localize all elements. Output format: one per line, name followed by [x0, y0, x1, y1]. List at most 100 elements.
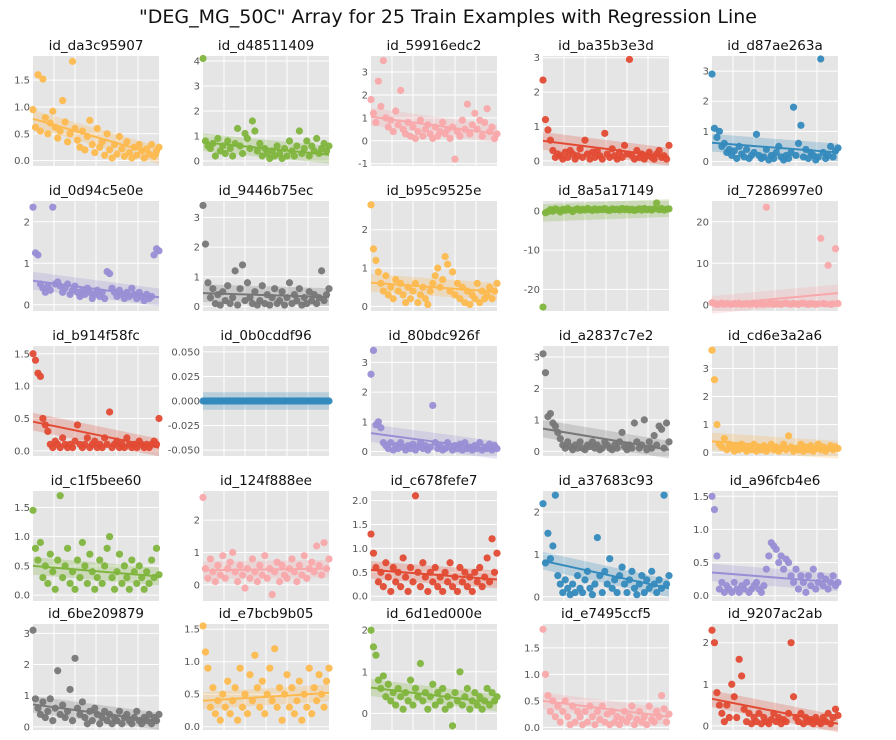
data-point: [140, 585, 148, 593]
subplot-title: id_7286997e0: [727, 183, 823, 199]
data-point: [91, 704, 99, 712]
data-point: [133, 151, 141, 159]
data-point: [476, 439, 484, 447]
data-point: [233, 716, 242, 724]
data-point: [54, 134, 62, 142]
data-point: [98, 138, 106, 146]
data-point: [630, 584, 639, 592]
data-point: [271, 645, 279, 653]
data-point: [59, 701, 67, 709]
data-point: [201, 565, 210, 573]
data-point: [59, 96, 67, 105]
subplot-title: id_a96fcb4e6: [730, 473, 821, 489]
data-point: [125, 148, 133, 157]
data-point: [31, 695, 40, 703]
data-point: [285, 279, 294, 287]
data-point: [490, 568, 499, 576]
data-point: [246, 574, 254, 582]
data-point: [784, 432, 793, 440]
data-point: [256, 561, 264, 570]
data-point: [424, 121, 432, 129]
data-point: [640, 713, 648, 721]
data-point: [419, 132, 427, 140]
data-point: [394, 121, 402, 129]
data-point: [399, 291, 407, 299]
data-point: [285, 137, 294, 145]
data-point: [313, 542, 321, 550]
data-point: [640, 416, 648, 424]
data-point: [662, 580, 671, 588]
data-point: [456, 295, 464, 303]
data-point: [377, 568, 385, 576]
data-point: [426, 693, 434, 701]
data-point: [556, 435, 564, 443]
data-point: [814, 153, 822, 161]
data-point: [73, 556, 82, 564]
data-point: [539, 350, 547, 358]
panel-23: 0 1 2 id_6d1ed000e: [362, 606, 501, 730]
data-point: [797, 121, 805, 129]
data-point: [775, 142, 783, 151]
data-point: [313, 697, 321, 705]
data-point: [436, 573, 444, 581]
y-tick-label: 3: [703, 364, 709, 375]
data-point: [478, 583, 486, 591]
data-point: [51, 704, 59, 712]
data-point: [564, 713, 572, 721]
data-point: [451, 155, 459, 163]
data-point: [98, 288, 106, 296]
data-point: [389, 688, 397, 697]
data-point: [419, 559, 427, 567]
data-point: [133, 579, 141, 588]
y-tick-label: 2: [362, 225, 368, 236]
data-point: [105, 408, 114, 416]
data-point: [461, 693, 469, 701]
y-tick-label: 0: [24, 300, 30, 311]
data-point: [325, 664, 333, 672]
data-point: [39, 75, 47, 83]
data-point: [645, 438, 653, 446]
data-point: [414, 693, 422, 701]
data-point: [451, 688, 459, 697]
data-point: [581, 136, 589, 144]
data-point: [598, 702, 606, 710]
data-point: [379, 56, 387, 65]
data-point: [409, 123, 417, 131]
data-point: [421, 688, 429, 697]
data-point: [733, 713, 741, 722]
data-point: [248, 117, 257, 125]
data-point: [421, 295, 429, 303]
data-point: [54, 556, 62, 564]
data-point: [285, 703, 294, 711]
data-point: [397, 86, 405, 94]
data-point: [544, 126, 552, 134]
data-point: [755, 709, 763, 717]
data-point: [466, 573, 474, 581]
data-point: [389, 128, 397, 136]
data-point: [708, 70, 716, 78]
data-point: [638, 572, 646, 580]
data-point: [406, 295, 415, 303]
y-tick-label: 0.025: [171, 372, 200, 383]
y-tick-label: 1.5: [14, 503, 30, 514]
y-tick-label: 1.5: [14, 349, 30, 360]
data-point: [559, 707, 567, 716]
y-tick-label: 10: [696, 259, 709, 270]
data-point: [51, 123, 59, 131]
data-point: [266, 664, 274, 672]
data-point: [436, 697, 444, 705]
data-point: [466, 705, 474, 713]
data-point: [546, 409, 555, 418]
data-point: [401, 688, 410, 697]
data-point: [399, 705, 407, 713]
data-point: [63, 544, 72, 552]
data-point: [554, 702, 562, 710]
data-point: [150, 251, 158, 259]
y-tick-label: 0: [362, 136, 368, 147]
y-tick-label: 0: [703, 721, 709, 732]
data-point: [463, 583, 471, 591]
data-point: [660, 705, 668, 713]
y-tick-label: 3: [194, 82, 200, 93]
data-point: [628, 444, 636, 452]
